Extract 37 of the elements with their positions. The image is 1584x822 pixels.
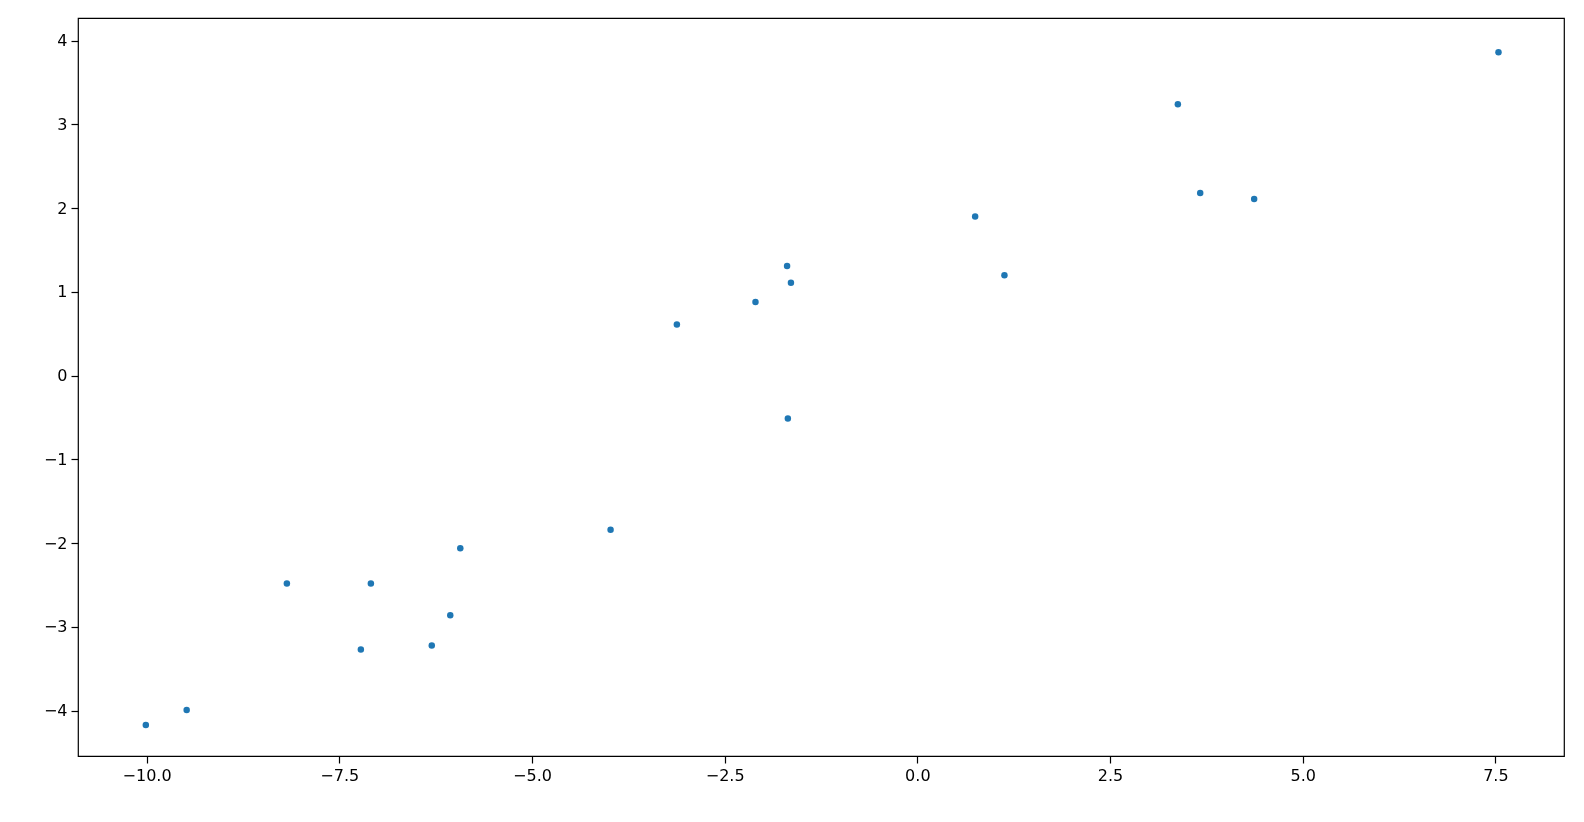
point (1196, 189, 1204, 197)
point (183, 706, 190, 714)
x-tick-label: −10.0 (122, 765, 172, 785)
y-tick-label: −2 (43, 533, 68, 553)
y-tick-label: −1 (43, 449, 68, 469)
point (607, 526, 614, 534)
point (283, 580, 291, 587)
y-tick-label: 3 (57, 114, 68, 134)
x-tick-label: 5.0 (1290, 765, 1316, 785)
point (1250, 195, 1258, 203)
point (1495, 49, 1502, 56)
y-tick-label: 4 (57, 31, 68, 51)
point (142, 721, 150, 729)
x-tick-label: −2.5 (705, 765, 745, 785)
y-tick-label: 2 (57, 198, 68, 218)
point (673, 321, 681, 328)
point (783, 262, 791, 270)
point (357, 646, 365, 653)
point (428, 642, 436, 649)
x-tick-label: 2.5 (1097, 765, 1124, 785)
y-tick-label: 1 (57, 282, 68, 302)
point (784, 415, 792, 422)
x-tick-label: −5.0 (513, 765, 552, 785)
point (457, 545, 464, 552)
x-tick-label: 7.5 (1483, 765, 1509, 785)
point (1174, 101, 1182, 108)
point (787, 279, 795, 286)
point (971, 213, 979, 220)
x-tick-label: −7.5 (320, 765, 360, 785)
point (367, 580, 375, 587)
x-tick-label: 0.0 (905, 765, 931, 785)
point (1001, 271, 1008, 279)
y-tick-label: −3 (43, 617, 68, 637)
point (447, 612, 454, 619)
y-tick-label: −4 (43, 701, 68, 721)
y-tick-label: 0 (57, 366, 68, 386)
point (752, 298, 759, 306)
